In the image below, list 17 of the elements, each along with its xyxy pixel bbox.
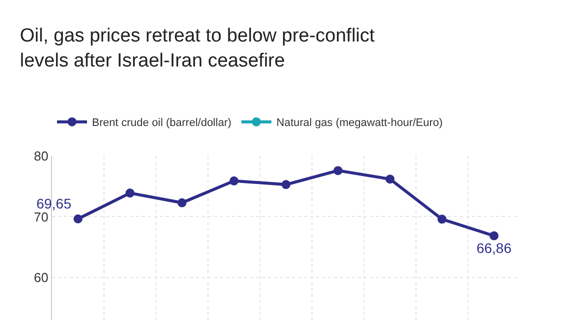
data-label: 69,65 <box>36 196 72 212</box>
point <box>74 214 82 224</box>
point <box>126 188 134 198</box>
point <box>438 214 446 224</box>
point <box>386 174 394 184</box>
y-tick-label: 70 <box>34 209 48 224</box>
point <box>230 176 238 186</box>
data-label: 66,86 <box>476 240 512 256</box>
y-tick-label: 60 <box>34 270 48 286</box>
point <box>178 198 186 208</box>
chart-title: Oil, gas prices retreat to below pre-conflict levels after Israel-Iran ceasefire <box>20 26 376 72</box>
point <box>490 231 498 240</box>
legend-label: Brent crude oil (barrel/dollar) <box>92 117 232 130</box>
point <box>334 166 342 176</box>
y-tick-label: 80 <box>34 148 48 164</box>
legend-label: Natural gas (megawatt-hour/Euro) <box>276 117 443 130</box>
point <box>282 180 290 190</box>
